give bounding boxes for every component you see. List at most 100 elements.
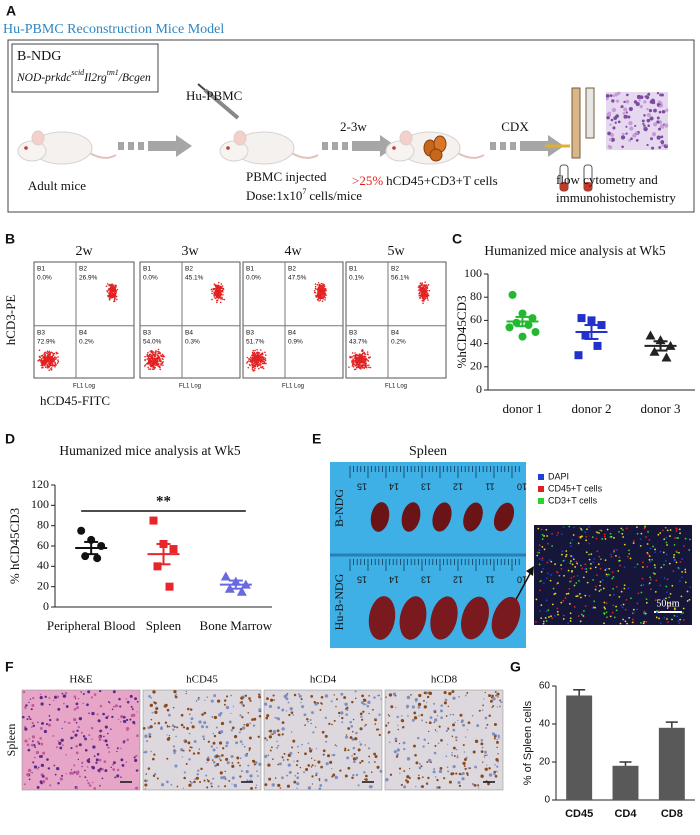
x-tick-label: CD4 [614, 808, 637, 820]
ihc-texture [69, 771, 73, 775]
ihc-texture [358, 749, 361, 752]
event-dot [368, 366, 370, 369]
ihc-texture [281, 708, 285, 712]
event-dot [49, 353, 52, 355]
event-dot [55, 356, 58, 359]
ihc-texture [276, 746, 279, 749]
event-dot [215, 289, 218, 292]
event-dot [256, 348, 258, 351]
event-dot [263, 362, 265, 364]
event-dot [421, 297, 424, 300]
fluorescence-texture [663, 577, 666, 579]
ihc-texture [268, 777, 272, 781]
ihc-texture [168, 735, 171, 737]
ihc-texture [48, 715, 51, 717]
event-dot [321, 300, 324, 303]
gate-label: B3 [246, 330, 254, 337]
ihc-texture [134, 697, 138, 701]
y-tick-label: 100 [464, 266, 482, 280]
event-dot [252, 354, 254, 357]
fluorescence-texture [580, 613, 583, 616]
fluorescence-texture [684, 571, 687, 574]
ihc-texture [464, 694, 467, 697]
ihc-texture [489, 699, 493, 703]
ihc-texture [232, 705, 235, 708]
ihc-texture [119, 720, 122, 723]
panel-frame [7, 39, 695, 213]
histology-texture [661, 144, 665, 147]
ihc-texture [142, 727, 146, 730]
ihc-texture [418, 693, 422, 698]
fluorescence-texture [628, 617, 631, 619]
fluorescence-texture [620, 527, 623, 530]
event-dot [220, 283, 223, 285]
fluorescence-texture [594, 606, 597, 609]
histology-texture [657, 100, 661, 104]
ihc-texture [39, 726, 43, 730]
ihc-texture [269, 749, 272, 751]
gate-label: B2 [79, 266, 87, 273]
fluorescence-texture [662, 551, 665, 554]
ihc-texture [325, 740, 328, 743]
ihc-texture [493, 735, 497, 738]
ihc-texture [455, 748, 458, 751]
event-dot [47, 354, 50, 356]
ihc-texture [328, 722, 331, 725]
fluorescence-texture [568, 587, 571, 590]
histology-texture [643, 100, 647, 104]
ihc-texture [296, 787, 298, 790]
fluorescence-texture [615, 555, 617, 557]
event-dot [51, 362, 54, 364]
ihc-texture [318, 778, 321, 780]
ihc-texture [314, 759, 316, 762]
fluorescence-texture [682, 611, 684, 614]
gate-label: B4 [391, 330, 399, 337]
event-dot [254, 365, 257, 368]
spleen-photo [461, 596, 489, 640]
ihc-texture [156, 777, 159, 780]
ihc-texture [344, 747, 347, 750]
event-dot [47, 357, 49, 359]
ihc-texture [225, 744, 228, 748]
ihc-texture [433, 702, 436, 705]
ihc-texture [434, 729, 437, 731]
gate-percentage: 0.0% [246, 275, 261, 282]
histology-texture [645, 95, 648, 98]
ihc-texture [314, 765, 316, 767]
histology-texture [646, 118, 651, 123]
ihc-texture [92, 781, 94, 784]
fluorescence-texture [663, 538, 666, 541]
event-dot [313, 289, 316, 292]
event-dot [158, 360, 161, 362]
ihc-texture [311, 711, 314, 714]
fluorescence-texture [665, 536, 668, 539]
histology-texture [635, 138, 639, 142]
ihc-texture [325, 762, 329, 766]
event-dot [259, 360, 261, 362]
ihc-texture [206, 786, 209, 789]
fluorescence-texture [669, 529, 672, 531]
fluorescence-texture [545, 528, 548, 531]
ihc-texture [75, 744, 79, 748]
ihc-texture [112, 768, 116, 771]
ihc-texture [164, 703, 168, 707]
data-point [593, 341, 602, 350]
fluorescence-texture [535, 598, 538, 601]
ihc-texture [155, 706, 158, 709]
ihc-texture [88, 784, 92, 787]
histology-texture [643, 126, 648, 132]
event-dot [322, 286, 324, 289]
ihc-texture [220, 776, 224, 780]
ihc-texture [301, 743, 303, 746]
ihc-texture [168, 725, 171, 728]
ihc-texture [447, 705, 450, 708]
ihc-texture [264, 737, 267, 740]
fluorescence-texture [595, 537, 598, 540]
ihc-texture [249, 774, 253, 778]
ihc-texture [471, 714, 474, 717]
event-dot [419, 282, 422, 285]
ihc-texture [277, 706, 281, 710]
fluorescence-texture [656, 610, 658, 612]
ihc-texture [182, 749, 184, 752]
ihc-texture [70, 769, 73, 771]
